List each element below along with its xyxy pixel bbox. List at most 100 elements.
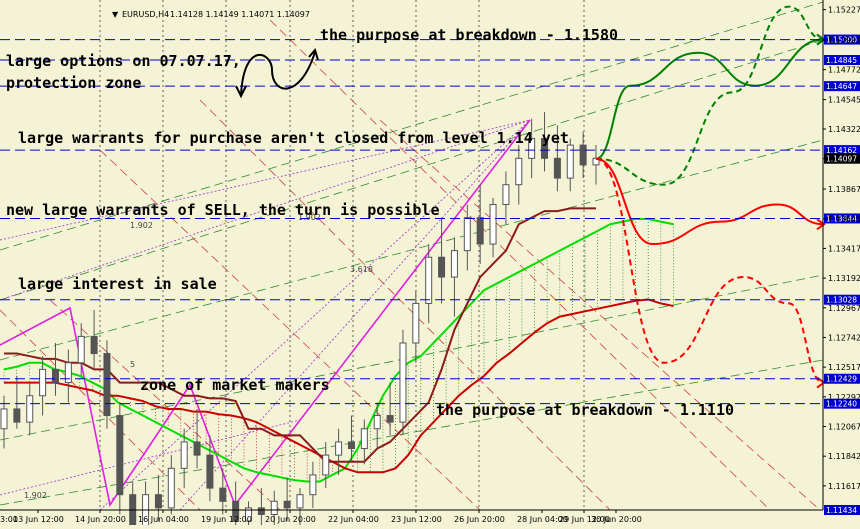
forecast-path xyxy=(595,157,824,384)
levels-layer xyxy=(0,39,823,511)
annotation-target-up: the purpose at breakdown - 1.1580 xyxy=(320,26,618,44)
x-tick-label: 16 Jun 04:00 xyxy=(138,515,189,524)
candle-body xyxy=(438,256,446,278)
fib-label: 1.902 xyxy=(298,213,321,222)
forecast-path xyxy=(595,5,824,186)
candle-body xyxy=(322,454,330,476)
fib-line xyxy=(0,119,531,301)
level-label-box xyxy=(824,55,860,66)
candle-body xyxy=(335,441,343,456)
candle-body xyxy=(219,487,227,502)
header-quote: 1.14128 1.14149 1.14071 1.14097 xyxy=(170,10,310,19)
x-tick-label: 13 Jun 12:00 xyxy=(13,515,64,524)
candle-body xyxy=(154,494,162,509)
fib-label: 3.618 xyxy=(350,265,373,274)
x-tick-label: 29 Jun 12:00 xyxy=(559,515,610,524)
fib-fan-line xyxy=(49,299,281,511)
annotation-sell-warrants: new large warrants of SELL, the turn is … xyxy=(6,201,439,219)
candle-body xyxy=(39,368,47,397)
x-tick-label: 28 Jun 04:00 xyxy=(517,515,568,524)
tenkan-line xyxy=(4,207,596,463)
candle-body xyxy=(541,138,549,159)
x-tick-label: 22 Jun 04:00 xyxy=(328,515,379,524)
forecast-layer xyxy=(595,5,826,389)
x-tick-label: 20 Jun 20:00 xyxy=(265,515,316,524)
y-tick-label: 1.14772 xyxy=(828,66,860,75)
candle-body xyxy=(0,408,8,430)
fib-fan-line xyxy=(99,149,481,511)
fib-label: 1.902 xyxy=(24,491,47,500)
y-tick-label: 1.13192 xyxy=(828,274,860,283)
fib-fan-line xyxy=(0,309,201,511)
level-label-box xyxy=(824,81,860,92)
current-price-box xyxy=(824,153,860,164)
trend-line xyxy=(0,39,824,301)
candle-body xyxy=(553,157,561,179)
level-label-box xyxy=(824,213,860,224)
level-label-box xyxy=(824,373,860,384)
level-label: 1.15000 xyxy=(826,36,857,45)
y-tick-label: 1.14322 xyxy=(828,125,860,134)
x-tick-label: 30 Jun 20:00 xyxy=(591,515,642,524)
candle-body xyxy=(450,250,458,278)
fib-line xyxy=(179,119,531,511)
candle-body xyxy=(373,415,381,430)
x-tick-label: 26 Jun 20:00 xyxy=(454,515,505,524)
x-tick-label: 3:00 xyxy=(0,515,18,524)
forecast-path xyxy=(595,157,824,246)
candle-body xyxy=(90,335,98,355)
level-label: 1.14162 xyxy=(826,146,857,155)
fib-label: 1.902 xyxy=(130,221,153,230)
candle-body xyxy=(515,157,523,186)
level-label-box xyxy=(824,294,860,305)
candle-body xyxy=(270,500,278,515)
y-tick-label: 1.15227 xyxy=(828,6,860,15)
fib-line xyxy=(0,119,531,241)
candle-body xyxy=(386,415,394,423)
current-price-label: 1.14097 xyxy=(826,155,857,164)
candle-body xyxy=(476,217,484,245)
candle-body xyxy=(77,335,85,364)
level-label-box xyxy=(824,505,860,515)
fib-fan-line xyxy=(269,19,771,511)
candle-body xyxy=(26,395,34,423)
header-triangle: ▼ xyxy=(112,10,119,19)
y-tick-label: 1.12292 xyxy=(828,393,860,402)
level-label: 1.12240 xyxy=(826,400,857,409)
x-tick-label: 14 Jun 20:00 xyxy=(75,515,126,524)
x-tick-label: 23 Jun 12:00 xyxy=(391,515,442,524)
candle-body xyxy=(116,415,124,496)
candle-body xyxy=(64,362,72,384)
plot-area xyxy=(0,0,823,510)
candle-body xyxy=(566,144,574,179)
y-tick-label: 1.13640 xyxy=(828,215,860,224)
y-tick-label: 1.11617 xyxy=(828,482,860,491)
candle-body xyxy=(528,138,536,159)
fib-line xyxy=(99,119,531,511)
candle-body xyxy=(360,428,368,450)
zigzag-line xyxy=(0,119,531,508)
candle-body xyxy=(489,203,497,245)
y-tick-label: 1.13867 xyxy=(828,185,860,194)
diagonal-lines-layer xyxy=(0,1,824,511)
candle-body xyxy=(167,467,175,509)
candle-body xyxy=(103,353,111,417)
level-label: 1.14845 xyxy=(826,56,857,65)
candle-body xyxy=(257,507,265,515)
forecast-path xyxy=(595,38,824,160)
candle-body xyxy=(399,342,407,423)
candle-body xyxy=(13,408,21,423)
annotation-interest-sale: large interest in sale xyxy=(18,275,217,293)
candle-body xyxy=(502,184,510,205)
candle-body xyxy=(283,500,291,509)
level-label: 1.11434 xyxy=(826,506,857,515)
grid-layer xyxy=(99,0,585,510)
candles-layer xyxy=(0,112,600,529)
level-label: 1.12429 xyxy=(826,375,857,384)
annotation-target-down: the purpose at breakdown - 1.1110 xyxy=(436,401,734,419)
candle-body xyxy=(180,441,188,469)
fib-label: 5 xyxy=(130,360,135,369)
x-tick-label: 19 Jun 12:00 xyxy=(201,515,252,524)
